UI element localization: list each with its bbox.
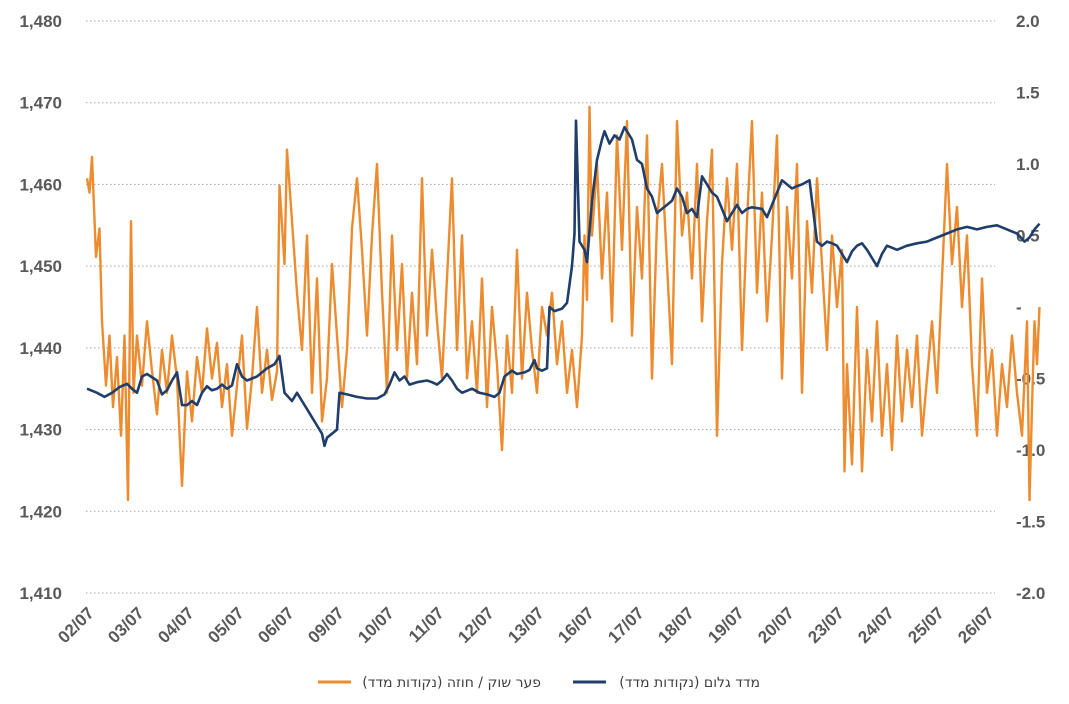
x-tick-label: 25/07 bbox=[904, 603, 948, 647]
series-line-index bbox=[86, 119, 1041, 448]
x-tick-label: 11/07 bbox=[405, 603, 448, 646]
x-tick-label: 09/07 bbox=[304, 603, 348, 647]
left-tick-label: 1,460 bbox=[19, 175, 62, 194]
right-tick-label: 1.5 bbox=[1016, 84, 1040, 103]
series-lines bbox=[85, 105, 1041, 502]
left-tick-label: 1,430 bbox=[19, 421, 62, 440]
x-tick-label: 20/07 bbox=[754, 603, 798, 647]
x-tick-label: 26/07 bbox=[954, 603, 998, 647]
legend-label-index: מדד גלום (נקודות מדד) bbox=[619, 675, 760, 691]
right-tick-label: -0.5 bbox=[1016, 370, 1045, 389]
x-tick-label: 18/07 bbox=[654, 603, 698, 647]
x-tick-label: 16/07 bbox=[554, 603, 598, 647]
x-tick-label: 02/07 bbox=[54, 603, 98, 647]
x-tick-label: 06/07 bbox=[254, 603, 298, 647]
x-tick-label: 19/07 bbox=[704, 603, 748, 647]
left-tick-label: 1,410 bbox=[19, 584, 62, 603]
legend-label-gap: פער שוק / חוזה (נקודות מדד) bbox=[362, 675, 541, 691]
x-tick-label: 05/07 bbox=[204, 603, 248, 647]
x-tick-label: 03/07 bbox=[104, 603, 148, 647]
x-tick-label: 24/07 bbox=[854, 603, 898, 647]
legend: מדד גלום (נקודות מדד) פער שוק / חוזה (נק… bbox=[318, 675, 760, 691]
left-tick-label: 1,440 bbox=[19, 339, 62, 358]
x-tick-label: 12/07 bbox=[454, 603, 498, 647]
x-tick-label: 17/07 bbox=[604, 603, 648, 647]
x-tick-label: 13/07 bbox=[504, 603, 548, 647]
left-axis-ticks: 1,410 1,420 1,430 1,440 1,450 1,460 1,470 1,480 bbox=[19, 12, 62, 603]
right-tick-label: 1.0 bbox=[1016, 155, 1040, 174]
x-tick-label: 04/07 bbox=[154, 603, 198, 647]
x-tick-label: 23/07 bbox=[804, 603, 848, 647]
right-tick-label: -2.0 bbox=[1016, 584, 1045, 603]
gridlines bbox=[86, 20, 995, 594]
right-tick-label: 2.0 bbox=[1016, 12, 1040, 31]
right-tick-label: - bbox=[1016, 298, 1022, 317]
x-tick-label: 10/07 bbox=[354, 603, 398, 647]
left-tick-label: 1,420 bbox=[19, 502, 62, 521]
x-axis-ticks: 02/07 03/07 04/07 05/07 06/07 09/07 10/07 11/07… bbox=[54, 603, 998, 647]
left-tick-label: 1,470 bbox=[19, 94, 62, 113]
right-axis-ticks: -2.0-1.5-1.0-0.5-0.51.01.52.0 bbox=[1016, 12, 1045, 603]
left-tick-label: 1,480 bbox=[19, 12, 62, 31]
right-tick-label: -1.5 bbox=[1016, 513, 1045, 532]
series-line-gap bbox=[85, 105, 1041, 502]
left-tick-label: 1,450 bbox=[19, 257, 62, 276]
